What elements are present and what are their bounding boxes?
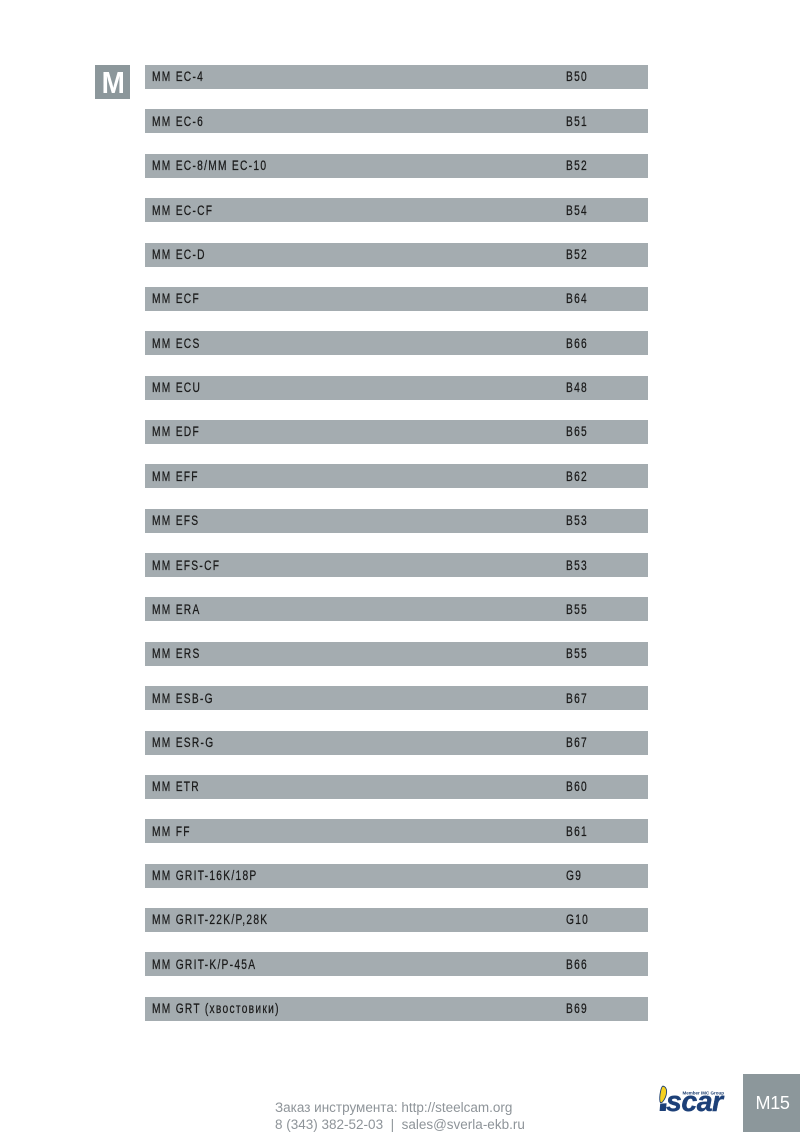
svg-text:Member IMC Group: Member IMC Group: [683, 1091, 725, 1096]
svg-text:scar: scar: [666, 1086, 725, 1114]
